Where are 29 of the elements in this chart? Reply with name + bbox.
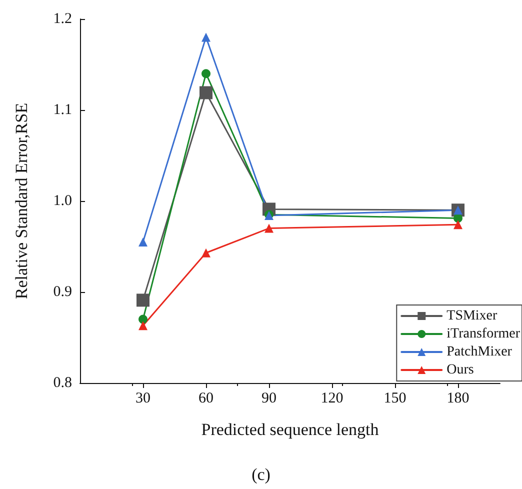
y-tick-label: 1.2 xyxy=(53,11,72,27)
legend-label: PatchMixer xyxy=(446,344,512,360)
point xyxy=(136,294,150,307)
point xyxy=(454,214,462,223)
y-tick-label: 1.0 xyxy=(53,193,72,209)
point xyxy=(138,321,148,330)
x-tick-label: 120 xyxy=(320,390,344,406)
y-axis-title: Relative Standard Error,RSE xyxy=(12,102,31,300)
point xyxy=(202,69,210,78)
x-axis-title: Predicted sequence length xyxy=(201,420,380,439)
text: (c) xyxy=(252,465,270,484)
point xyxy=(202,248,210,258)
legend-label: TSMixer xyxy=(446,308,498,324)
y-tick-label: 0.9 xyxy=(53,284,72,300)
x-tick-label: 150 xyxy=(384,390,406,406)
point xyxy=(454,220,462,230)
point xyxy=(264,224,274,233)
y-tick-label: 1.1 xyxy=(53,102,72,118)
x-tick-label: 60 xyxy=(198,390,214,406)
x-tick-label: 180 xyxy=(446,390,470,406)
point xyxy=(138,237,148,246)
point xyxy=(200,86,212,100)
x-tick-label: 90 xyxy=(262,390,276,406)
point xyxy=(202,32,210,42)
y-tick-label: 0.8 xyxy=(53,375,72,391)
legend-label: iTransformer xyxy=(446,326,520,342)
x-tick-label: 30 xyxy=(136,390,150,406)
legend-label: Ours xyxy=(446,362,474,378)
point xyxy=(138,314,148,324)
